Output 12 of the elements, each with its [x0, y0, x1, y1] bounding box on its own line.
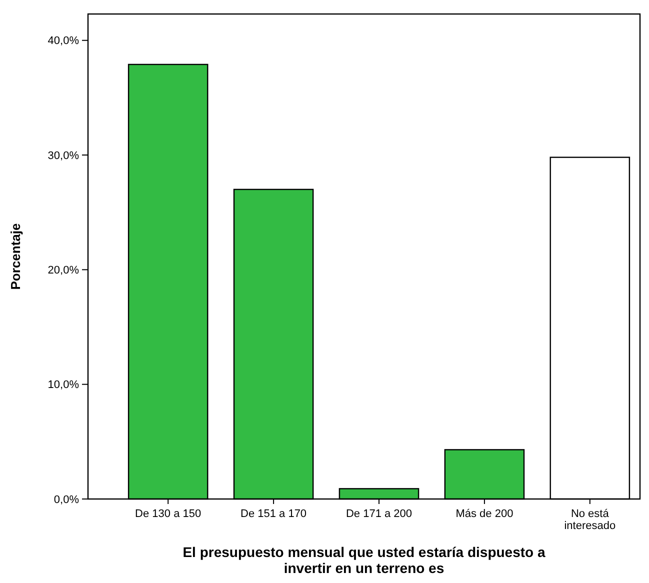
y-tick-label: 0,0%: [54, 494, 80, 506]
y-axis-title: Porcentaje: [8, 223, 23, 290]
x-tick-label: De 130 a 150: [135, 508, 202, 520]
x-tick-label: Más de 200: [456, 508, 514, 520]
y-tick-label: 10,0%: [48, 379, 80, 392]
x-tick-label: No está interesado: [564, 508, 616, 532]
y-tick-label: 40,0%: [48, 35, 80, 48]
y-tick-label: 30,0%: [48, 150, 80, 162]
x-tick-label: De 151 a 170: [240, 508, 307, 520]
y-tick-label: 20,0%: [48, 264, 80, 277]
x-axis-title: El presupuesto mensual que usted estaría dispuesto a invertir en un terreno es: [182, 544, 546, 576]
x-tick-label: De 171 a 200: [346, 508, 412, 520]
